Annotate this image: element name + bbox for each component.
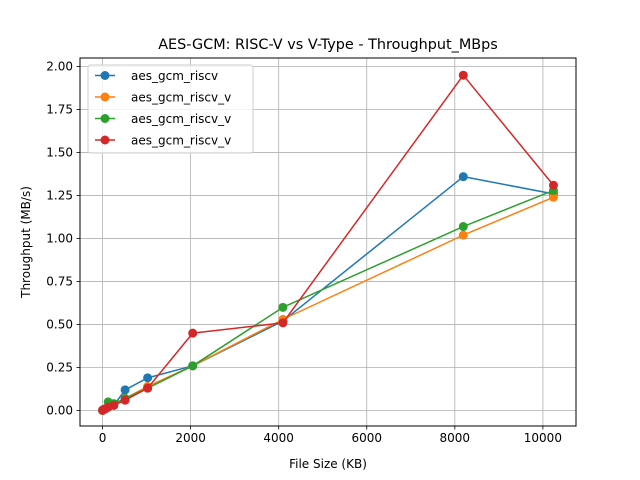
legend-item: aes_gcm_riscv_v xyxy=(95,91,231,105)
plot-frame xyxy=(79,57,577,427)
y-tick-label: 1.50 xyxy=(46,146,73,160)
legend-item: aes_gcm_riscv xyxy=(95,69,218,83)
legend-swatch-marker xyxy=(100,114,110,123)
x-axis-ticks: 0 2000 4000 6000 8000 10000 xyxy=(99,426,562,445)
data-point xyxy=(548,180,558,190)
data-point xyxy=(188,361,198,371)
legend-swatch-marker xyxy=(100,92,110,102)
chart-title: AES-GCM: RISC-V vs V-Type - Throughput_M… xyxy=(158,37,498,53)
data-point xyxy=(548,192,558,202)
x-tick-label: 8000 xyxy=(440,431,471,445)
y-tick-label: 0.25 xyxy=(46,361,73,375)
data-point xyxy=(458,70,468,80)
legend-box xyxy=(87,64,254,154)
legend-swatch-marker xyxy=(100,135,110,145)
data-point xyxy=(278,318,288,328)
legend-label: aes_gcm_riscv_v xyxy=(131,91,231,105)
y-tick-label: 1.00 xyxy=(46,232,73,246)
x-axis-label: File Size (KB) xyxy=(289,457,367,471)
series-layer xyxy=(98,70,558,415)
legend-label: aes_gcm_riscv_v xyxy=(131,134,231,148)
data-point xyxy=(188,328,198,338)
y-tick-label: 0.50 xyxy=(46,318,73,332)
data-point xyxy=(458,172,468,182)
legend-item: aes_gcm_riscv_v xyxy=(95,112,231,126)
legend: aes_gcm_riscv aes_gcm_riscv_v aes_gcm_risc… xyxy=(87,64,254,154)
data-point xyxy=(458,230,468,240)
legend-swatch-marker xyxy=(100,71,110,80)
y-axis-label: Throughput (MB/s) xyxy=(19,186,33,299)
legend-item: aes_gcm_riscv_v xyxy=(95,134,231,148)
legend-label: aes_gcm_riscv xyxy=(131,69,218,83)
y-tick-label: 1.25 xyxy=(46,189,73,203)
data-point xyxy=(120,385,130,395)
x-tick-label: 10000 xyxy=(524,431,562,445)
x-tick-label: 6000 xyxy=(351,431,382,445)
y-tick-label: 1.75 xyxy=(46,103,73,117)
data-point xyxy=(143,373,153,383)
x-tick-label: 0 xyxy=(99,431,107,445)
data-point xyxy=(109,400,119,410)
data-point xyxy=(120,395,130,405)
data-point xyxy=(458,222,468,232)
series-4 xyxy=(98,70,558,415)
y-tick-label: 2.00 xyxy=(46,60,73,74)
y-axis-ticks: 0.00 0.25 0.50 0.75 1.00 1.25 1.50 1.75 2.00 xyxy=(46,60,80,418)
legend-label: aes_gcm_riscv_v xyxy=(131,112,231,126)
y-tick-label: 0.00 xyxy=(46,404,73,418)
y-tick-label: 0.75 xyxy=(46,275,73,289)
data-point xyxy=(143,383,153,393)
data-point xyxy=(278,302,288,312)
x-tick-label: 2000 xyxy=(175,431,206,445)
grid-lines xyxy=(80,58,576,426)
x-tick-label: 4000 xyxy=(263,431,294,445)
